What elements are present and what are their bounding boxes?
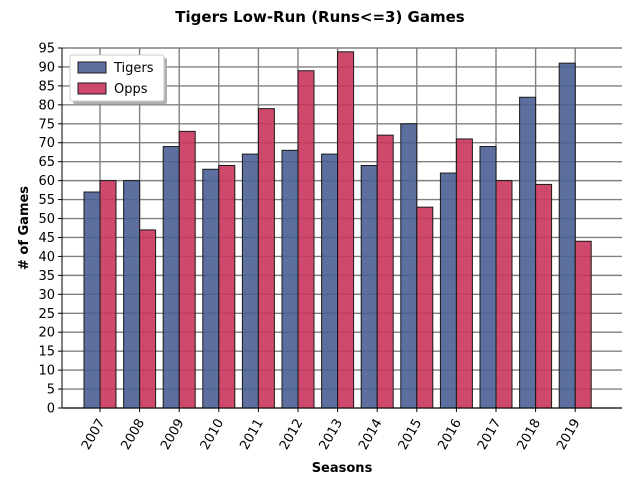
bar-tigers-2012 — [281, 149, 299, 409]
y-tick-label: 95 — [38, 42, 55, 57]
y-tick-label: 70 — [38, 136, 55, 151]
y-tick-label: 40 — [38, 250, 55, 265]
legend-swatch-tigers — [77, 61, 107, 74]
y-tick-label: 20 — [38, 326, 55, 341]
bar-tigers-2011 — [241, 153, 259, 409]
bar-opps-2013 — [337, 51, 355, 409]
bar-opps-2008 — [139, 229, 157, 409]
y-tick-label: 30 — [38, 288, 55, 303]
x-axis-label: Seasons — [312, 461, 373, 476]
bar-opps-2009 — [178, 130, 196, 409]
y-tick-label: 25 — [38, 307, 55, 322]
bar-opps-2011 — [257, 108, 275, 409]
bar-opps-2016 — [455, 138, 473, 409]
y-tick-label: 65 — [38, 155, 55, 170]
bar-tigers-2017 — [479, 146, 497, 409]
bar-tigers-2007 — [83, 191, 101, 409]
legend-swatch-opps — [77, 82, 107, 95]
bar-opps-2012 — [297, 70, 315, 409]
y-tick-label: 55 — [38, 193, 55, 208]
y-tick-label: 80 — [38, 98, 55, 113]
bar-opps-2018 — [535, 183, 553, 409]
y-tick-label: 5 — [47, 383, 55, 398]
bar-opps-2010 — [218, 164, 236, 409]
y-tick-label: 15 — [38, 345, 55, 360]
y-tick-label: 10 — [38, 364, 55, 379]
bar-tigers-2008 — [123, 180, 141, 409]
bar-opps-2017 — [495, 180, 513, 409]
bar-tigers-2016 — [439, 172, 457, 409]
y-tick-label: 60 — [38, 174, 55, 189]
legend: Tigers Opps — [69, 54, 167, 104]
bar-tigers-2009 — [162, 146, 180, 409]
bar-tigers-2019 — [558, 62, 576, 409]
y-tick-label: 0 — [47, 402, 55, 417]
bar-tigers-2015 — [400, 123, 418, 409]
bar-opps-2015 — [416, 206, 434, 409]
y-tick-label: 85 — [38, 79, 55, 94]
bar-tigers-2010 — [202, 168, 220, 409]
y-tick-label: 75 — [38, 117, 55, 132]
bar-opps-2014 — [376, 134, 394, 409]
legend-label-opps: Opps — [114, 82, 148, 97]
y-tick-label: 50 — [38, 212, 55, 227]
y-tick-label: 90 — [38, 60, 55, 75]
bar-opps-2019 — [574, 240, 592, 409]
y-tick-label: 35 — [38, 269, 55, 284]
bar-tigers-2018 — [519, 96, 537, 409]
bar-tigers-2013 — [321, 153, 339, 409]
y-tick-label: 45 — [38, 231, 55, 246]
y-axis-label: # of Games — [17, 186, 32, 270]
bar-opps-2007 — [99, 180, 117, 409]
legend-label-tigers: Tigers — [113, 61, 154, 76]
chart-title: Tigers Low-Run (Runs<=3) Games — [175, 8, 464, 26]
bar-tigers-2014 — [360, 164, 378, 409]
